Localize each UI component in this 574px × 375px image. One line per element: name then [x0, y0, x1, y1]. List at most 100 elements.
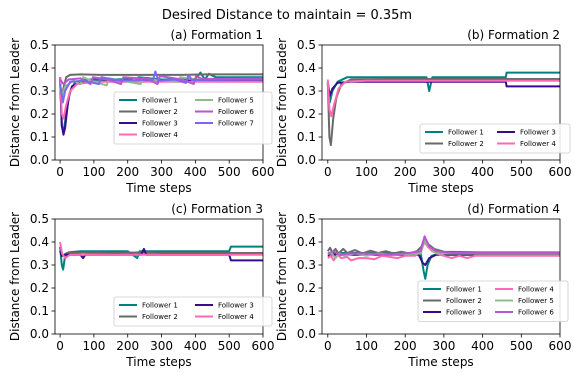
legend-label: Follower 1: [142, 97, 178, 105]
x-tick-label: 600: [252, 165, 275, 179]
y-tick-label: 0.0: [297, 327, 316, 341]
panel-title: (b) Formation 2: [467, 28, 560, 42]
chart-panel-1: 0 100 200 300 400 500 600 0.0 0.1 0.2 0.3 0.4 0.5 (a)…: [8, 28, 274, 195]
panel-title: (a) Formation 1: [170, 28, 263, 42]
legend-label: Follower 6: [518, 309, 554, 317]
series-line-4: [327, 241, 560, 262]
x-axis-label: Time steps: [407, 181, 473, 195]
series-line-7: [59, 70, 263, 104]
y-tick-label: 0.3: [30, 84, 49, 98]
x-tick-label: 400: [471, 339, 494, 353]
legend-label: Follower 2: [448, 140, 484, 148]
x-tick-label: 0: [56, 339, 64, 353]
x-axis-label: Time steps: [407, 355, 473, 369]
y-tick-label: 0.5: [297, 212, 316, 226]
legend-label: Follower 7: [218, 120, 254, 128]
chart-panel-4: 0 100 200 300 400 500 600 0.0 0.1 0.2 0.3 0.4 0.5 (d)…: [275, 202, 571, 369]
series-line-6: [327, 235, 560, 256]
x-tick-label: 400: [471, 165, 494, 179]
y-tick-label: 0.2: [297, 281, 316, 295]
x-tick-label: 300: [150, 339, 173, 353]
x-tick-label: 0: [324, 165, 332, 179]
y-tick-label: 0.5: [297, 38, 316, 52]
legend-label: Follower 4: [218, 313, 254, 321]
x-tick-label: 100: [82, 339, 105, 353]
y-tick-label: 0.4: [297, 61, 316, 75]
legend: Follower 1 Follower 2 Follower 3 Follower 4…: [417, 280, 569, 322]
y-tick-label: 0.5: [30, 212, 49, 226]
legend: Follower 1 Follower 2 Follower 3 Follower 4: [113, 296, 273, 327]
series-line-3: [326, 80, 560, 97]
series-line-1: [326, 71, 560, 104]
x-axis-label: Time steps: [125, 181, 191, 195]
y-tick-label: 0.1: [297, 304, 316, 318]
y-tick-label: 0.1: [297, 130, 316, 144]
legend-label: Follower 2: [142, 108, 178, 116]
y-axis-label: Distance from Leader: [8, 38, 22, 167]
series-line-4: [326, 79, 560, 118]
x-tick-label: 500: [510, 165, 533, 179]
legend-label: Follower 1: [448, 129, 484, 137]
x-tick-label: 100: [355, 339, 378, 353]
y-tick-label: 0.5: [30, 38, 49, 52]
legend-box: [419, 123, 571, 154]
legend-label: Follower 4: [518, 286, 554, 294]
y-tick-label: 0.4: [297, 235, 316, 249]
figure-title: Desired Distance to maintain = 0.35m: [162, 8, 412, 23]
x-tick-label: 400: [184, 339, 207, 353]
x-tick-label: 200: [394, 165, 417, 179]
chart-panel-2: 0 100 200 300 400 500 600 0.0 0.1 0.2 0.3 0.4 0.5 (b)…: [275, 28, 571, 195]
x-tick-label: 100: [82, 165, 105, 179]
y-tick-label: 0.1: [30, 304, 49, 318]
x-tick-label: 500: [510, 339, 533, 353]
legend-label: Follower 1: [446, 286, 482, 294]
x-tick-label: 300: [432, 339, 455, 353]
y-tick-label: 0.0: [30, 153, 49, 167]
y-tick-label: 0.3: [297, 258, 316, 272]
legend-label: Follower 3: [218, 302, 254, 310]
legend-label: Follower 2: [142, 313, 178, 321]
y-tick-label: 0.3: [30, 258, 49, 272]
panel-title: (d) Formation 4: [467, 202, 560, 216]
legend-label: Follower 3: [520, 129, 556, 137]
legend-box: [417, 280, 569, 322]
x-tick-label: 100: [355, 165, 378, 179]
y-tick-label: 0.1: [30, 130, 49, 144]
y-tick-label: 0.2: [30, 281, 49, 295]
legend-label: Follower 5: [218, 97, 254, 105]
y-tick-label: 0.4: [30, 235, 49, 249]
y-tick-label: 0.0: [297, 153, 316, 167]
y-tick-label: 0.3: [297, 84, 316, 98]
x-tick-label: 200: [394, 339, 417, 353]
x-tick-label: 0: [324, 339, 332, 353]
legend-box: [113, 91, 273, 145]
x-tick-label: 600: [549, 339, 572, 353]
x-axis-label: Time steps: [125, 355, 191, 369]
legend-label: Follower 2: [446, 297, 482, 305]
legend: Follower 1 Follower 2 Follower 3 Follower 4: [419, 123, 571, 154]
y-axis-label: Distance from Leader: [8, 212, 22, 341]
legend-label: Follower 3: [142, 120, 178, 128]
x-tick-label: 200: [116, 339, 139, 353]
x-tick-label: 300: [150, 165, 173, 179]
chart-panel-3: 0 100 200 300 400 500 600 0.0 0.1 0.2 0.3 0.4 0.5 (c)…: [8, 202, 274, 369]
x-tick-label: 500: [218, 165, 241, 179]
legend-label: Follower 4: [520, 140, 556, 148]
series-line-1: [59, 245, 263, 271]
y-tick-label: 0.2: [297, 107, 316, 121]
x-tick-label: 200: [116, 165, 139, 179]
y-tick-label: 0.4: [30, 61, 49, 75]
legend-label: Follower 3: [446, 309, 482, 317]
x-tick-label: 0: [56, 165, 64, 179]
legend-box: [113, 296, 273, 327]
legend-label: Follower 4: [142, 131, 178, 139]
y-tick-label: 0.2: [30, 107, 49, 121]
x-tick-label: 500: [218, 339, 241, 353]
panel-title: (c) Formation 3: [171, 202, 263, 216]
y-tick-label: 0.0: [30, 327, 49, 341]
legend: Follower 1 Follower 2 Follower 3 Follower 4…: [113, 91, 273, 145]
x-tick-label: 400: [184, 165, 207, 179]
legend-label: Follower 6: [218, 108, 254, 116]
series-line-4: [59, 241, 263, 260]
